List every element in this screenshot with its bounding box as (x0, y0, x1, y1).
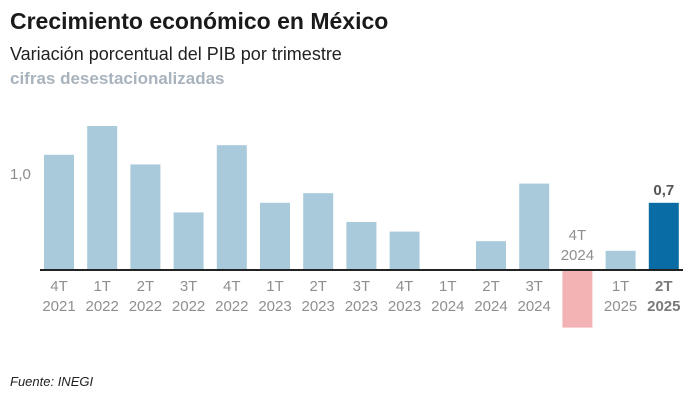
x-tick-label-quarter: 2T (137, 278, 155, 295)
x-tick-label-quarter: 2T (309, 278, 327, 295)
y-tick-label: 1,0 (10, 166, 31, 183)
x-tick-label-quarter: 4T (569, 227, 587, 244)
x-tick-label-year: 2024 (474, 298, 507, 315)
x-tick-label-quarter: 1T (266, 278, 284, 295)
bar (648, 202, 679, 270)
x-tick-label-quarter: 1T (612, 278, 630, 295)
x-tick-label-year: 2025 (604, 298, 637, 315)
x-tick-label-year: 2023 (302, 298, 335, 315)
bar (173, 212, 204, 270)
bar (216, 145, 247, 270)
bar (87, 126, 118, 270)
x-tick-label-quarter: 3T (525, 278, 543, 295)
chart-title: Crecimiento económico en México (10, 8, 389, 34)
x-tick-label-quarter: 3T (353, 278, 371, 295)
x-tick-label-year: 2022 (215, 298, 248, 315)
chart-note: cifras desestacionalizadas (10, 69, 225, 88)
chart-subtitle: Variación porcentual del PIB por trimest… (10, 44, 342, 64)
x-tick-label-quarter: 1T (93, 278, 111, 295)
bar (605, 250, 636, 270)
source-note: Fuente: INEGI (10, 374, 94, 389)
bar (44, 154, 74, 270)
x-tick-label-quarter: 1T (439, 278, 457, 295)
x-tick-label-quarter: 4T (396, 278, 414, 295)
x-tick-label-quarter: 2T (482, 278, 500, 295)
x-tick-label-quarter: 4T (223, 278, 241, 295)
x-tick-label-year: 2024 (518, 298, 551, 315)
x-tick-label-year: 2023 (258, 298, 291, 315)
x-tick-label-year: 2024 (431, 298, 464, 315)
bar (303, 193, 334, 270)
x-tick-label-quarter: 4T (50, 278, 68, 295)
bar (130, 164, 161, 270)
x-tick-label-quarter: 2T (655, 278, 673, 295)
x-tick-label-year: 2022 (86, 298, 119, 315)
data-label-highlight: 0,7 (653, 182, 674, 199)
x-tick-label-year: 2021 (42, 298, 75, 315)
x-tick-label-year: 2022 (172, 298, 205, 315)
bar (519, 183, 550, 270)
x-tick-label-year: 2025 (647, 298, 680, 315)
bar (562, 270, 593, 328)
bar (260, 202, 290, 270)
x-tick-label-year: 2024 (561, 247, 594, 264)
bar (476, 241, 506, 270)
bar (389, 231, 420, 270)
x-tick-label-year: 2023 (345, 298, 378, 315)
x-tick-label-year: 2022 (129, 298, 162, 315)
bar (346, 222, 377, 270)
x-tick-label-year: 2023 (388, 298, 421, 315)
x-tick-label-quarter: 3T (180, 278, 198, 295)
